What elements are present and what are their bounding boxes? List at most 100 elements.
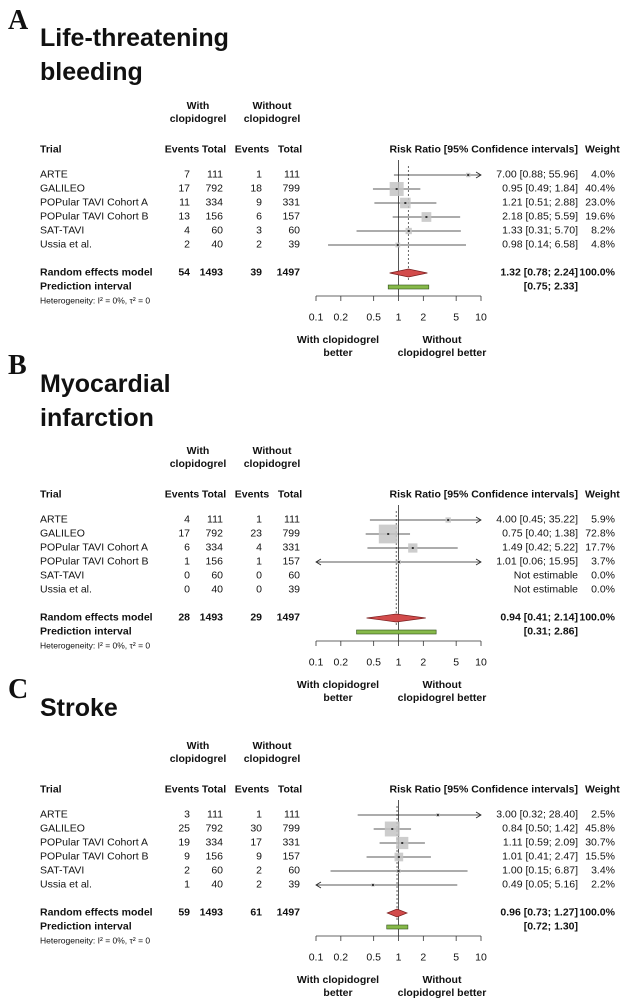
events: 2 (256, 238, 262, 251)
total: 111 (207, 808, 223, 821)
total: 111 (207, 168, 223, 181)
col-header: Events (164, 488, 200, 501)
ci-arrow (475, 558, 482, 566)
events: 54 (178, 266, 190, 279)
events: 6 (256, 210, 262, 223)
events: 39 (250, 266, 262, 279)
ci-label: 2.18 [0.85; 5.59] (502, 210, 578, 223)
col-header: Total (201, 488, 227, 501)
ci-arrow (475, 811, 482, 819)
ci-label: 1.01 [0.06; 15.95] (496, 555, 578, 568)
col-header: Total (277, 783, 303, 796)
col-group-header: With clopidogrel (169, 740, 227, 765)
col-header: Weight (585, 488, 620, 501)
ci-label: [0.75; 2.33] (523, 280, 578, 293)
trial-name: POPular TAVI Cohort B (40, 850, 149, 863)
weight-label: 4.8% (591, 238, 615, 251)
x-tick-label: 1 (395, 951, 402, 964)
events: 17 (178, 182, 190, 195)
x-axis-label: With clopidogrel better (296, 679, 380, 704)
x-tick-label: 10 (475, 656, 487, 669)
col-header: Risk Ratio [95% Confidence intervals] (389, 783, 578, 796)
ci-label: 1.32 [0.78; 2.24] (500, 266, 578, 279)
events: 23 (250, 527, 262, 540)
trial-name: ARTE (40, 513, 68, 526)
summary-name: Random effects model (40, 266, 153, 279)
total: 156 (205, 210, 223, 223)
prediction-bar (356, 629, 437, 635)
total: 331 (282, 196, 300, 209)
heterogeneity: Heterogeneity: I² = 0%, τ² = 0 (40, 935, 151, 946)
total: 331 (282, 541, 300, 554)
prediction-bar (387, 284, 430, 290)
ci-label: 0.94 [0.41; 2.14] (500, 611, 578, 624)
events: 4 (256, 541, 262, 554)
weight-label: 100.0% (579, 611, 615, 624)
study-point (397, 870, 400, 872)
x-tick-label: 1 (395, 656, 402, 669)
ci-label: 1.49 [0.42; 5.22] (502, 541, 578, 554)
events: 9 (256, 850, 262, 863)
weight-label: 100.0% (579, 906, 615, 919)
total: 799 (282, 527, 300, 540)
x-tick-label: 10 (475, 311, 487, 324)
total: 1497 (276, 266, 300, 279)
x-tick-label: 5 (453, 951, 460, 964)
panel-letter: C (8, 674, 29, 705)
study-point (411, 547, 414, 549)
ci-label: 0.75 [0.40; 1.38] (502, 527, 578, 540)
col-group-header: Without clopidogrel (243, 100, 301, 125)
events: 4 (184, 513, 190, 526)
col-group-header: Without clopidogrel (243, 445, 301, 470)
total: 39 (288, 583, 300, 596)
events: 59 (178, 906, 190, 919)
ci-label: [0.31; 2.86] (523, 625, 578, 638)
total: 40 (211, 583, 223, 596)
events: 3 (184, 808, 190, 821)
weight-label: 3.4% (591, 864, 615, 877)
total: 111 (284, 808, 300, 821)
heterogeneity: Heterogeneity: I² = 0%, τ² = 0 (40, 295, 151, 306)
x-axis-label: With clopidogrel better (296, 334, 380, 359)
events: 1 (256, 808, 262, 821)
trial-name: SAT-TAVI (40, 864, 85, 877)
ci-label: 1.33 [0.31; 5.70] (502, 224, 578, 237)
events: 9 (256, 196, 262, 209)
ci-label: 0.95 [0.49; 1.84] (502, 182, 578, 195)
trial-name: Ussia et al. (40, 238, 92, 251)
ci-label: Not estimable (513, 583, 578, 596)
x-tick-label: 0.5 (366, 311, 381, 324)
events: 18 (250, 182, 262, 195)
prediction-bar (386, 924, 409, 930)
total: 799 (282, 182, 300, 195)
col-header: Total (277, 488, 303, 501)
weight-label: 15.5% (585, 850, 615, 863)
col-header: Trial (40, 783, 62, 796)
events: 13 (178, 210, 190, 223)
study-point (395, 188, 398, 190)
total: 39 (288, 238, 300, 251)
weight-label: 30.7% (585, 836, 615, 849)
col-header: Events (234, 488, 270, 501)
ci-arrow (315, 881, 322, 889)
prediction-name: Prediction interval (40, 625, 132, 638)
study-point (397, 856, 400, 858)
ci-label: 1.11 [0.59; 2.09] (502, 836, 578, 849)
trial-name: POPular TAVI Cohort B (40, 555, 149, 568)
total: 111 (284, 513, 300, 526)
trial-name: GALILEO (40, 822, 85, 835)
study-point (396, 244, 399, 246)
trial-name: ARTE (40, 808, 68, 821)
x-tick-label: 0.1 (308, 951, 324, 964)
total: 111 (207, 513, 223, 526)
panel-title: Myocardial infarction (40, 370, 171, 432)
ci-arrow (475, 516, 482, 524)
ci-label: 1.00 [0.15; 6.87] (502, 864, 578, 877)
events: 17 (178, 527, 190, 540)
ci-label: 0.98 [0.14; 6.58] (502, 238, 578, 251)
x-tick-label: 0.5 (366, 656, 381, 669)
summary-diamond (389, 268, 428, 278)
ci-label: 0.96 [0.73; 1.27] (500, 906, 578, 919)
total: 799 (282, 822, 300, 835)
